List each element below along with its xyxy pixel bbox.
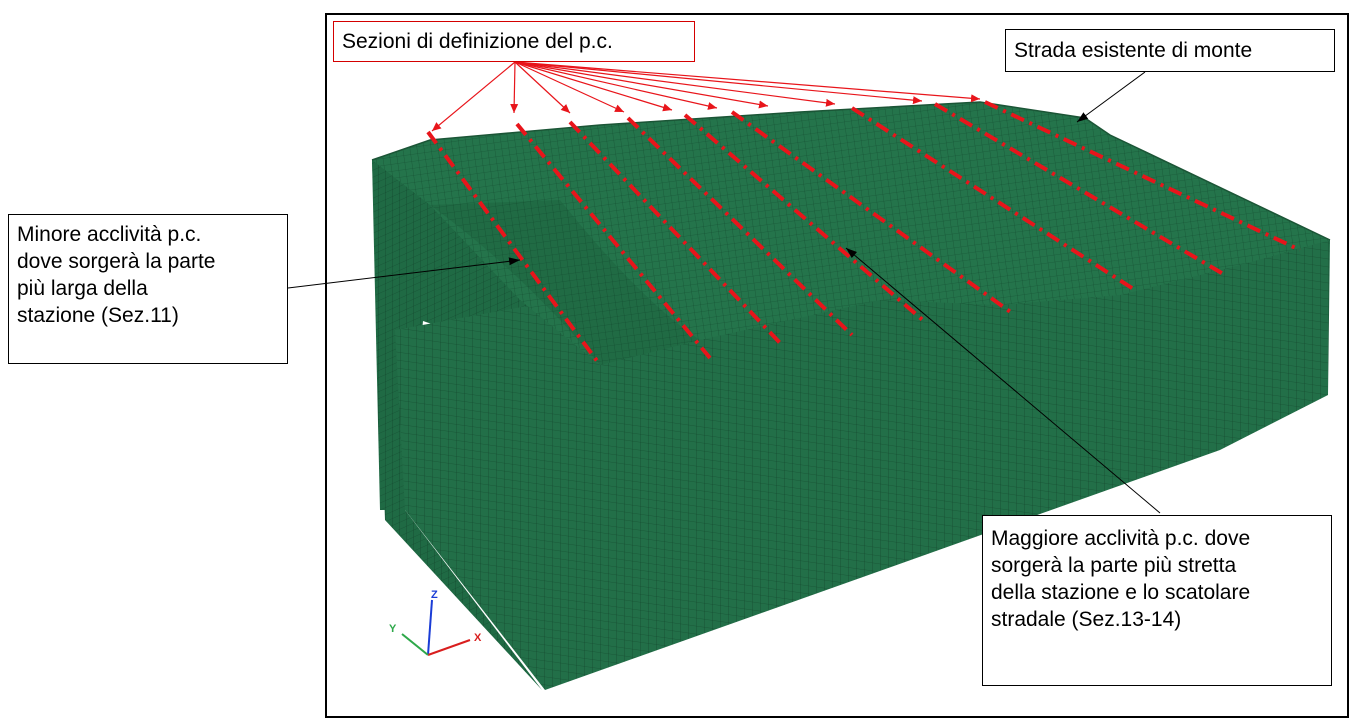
callout-line: sorgerà la parte più stretta	[991, 554, 1237, 577]
callout-line: Sezioni di definizione del p.c.	[342, 30, 613, 53]
road-arrow	[1076, 71, 1146, 123]
mesh-top-shading	[430, 200, 700, 365]
axis-x-label: X	[474, 632, 482, 644]
viewport-frame	[325, 13, 1349, 718]
callout-line: Minore acclività p.c.	[17, 223, 202, 246]
section-line	[515, 122, 712, 360]
section-line	[568, 120, 784, 347]
section-arrows	[431, 61, 981, 132]
callout-line: dove sorgerà la parte	[17, 250, 216, 273]
road-callout: Strada esistente di monte	[1005, 29, 1335, 72]
minor-slope-callout: Minore acclività p.c. dove sorgerà la pa…	[8, 214, 288, 364]
axis-triad: Z X Y	[389, 589, 482, 656]
section-lines	[426, 100, 1301, 367]
callout-line: più larga della	[17, 277, 148, 300]
major-slope-callout: Maggiore acclività p.c. dove sorgerà la …	[982, 515, 1332, 686]
section-line	[626, 116, 854, 337]
callout-line: della stazione e lo scatolare	[991, 581, 1251, 604]
mesh-edge	[371, 101, 1331, 241]
axis-y-label: Y	[389, 623, 397, 635]
callout-line: stradale (Sez.13-14)	[991, 608, 1182, 631]
major-arrow	[845, 247, 1161, 514]
callout-line: Strada esistente di monte	[1014, 39, 1253, 62]
sections-callout: Sezioni di definizione del p.c.	[333, 21, 695, 62]
mesh-left-face-lower	[372, 160, 542, 690]
section-line	[683, 113, 927, 324]
section-line	[984, 100, 1301, 252]
section-line	[426, 130, 602, 367]
callout-line: Maggiore acclività p.c. dove	[991, 527, 1251, 550]
axis-z-label: Z	[431, 589, 438, 601]
minor-arrow	[287, 257, 521, 289]
callout-line: stazione (Sez.11)	[17, 304, 179, 327]
